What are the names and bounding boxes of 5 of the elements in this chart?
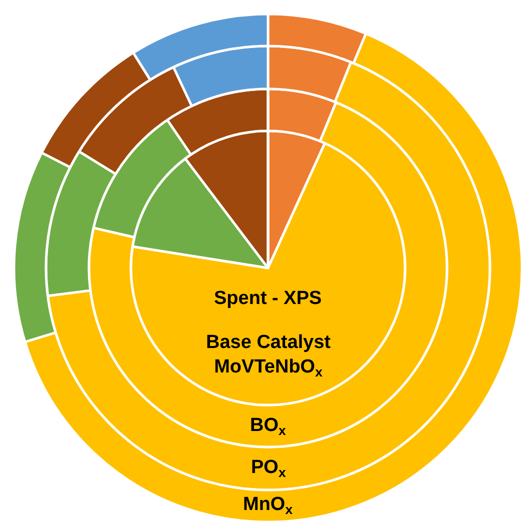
slice-label: PO$_{x}$ (251, 457, 286, 480)
slice-label: BO$_{x}$ (250, 415, 286, 438)
text: Spent - XPS (214, 288, 322, 309)
slice-label: Base Catalyst MoVTeNbO$_{x}$ (206, 332, 332, 380)
slice-label: MnO$_{x}$ (243, 494, 294, 517)
